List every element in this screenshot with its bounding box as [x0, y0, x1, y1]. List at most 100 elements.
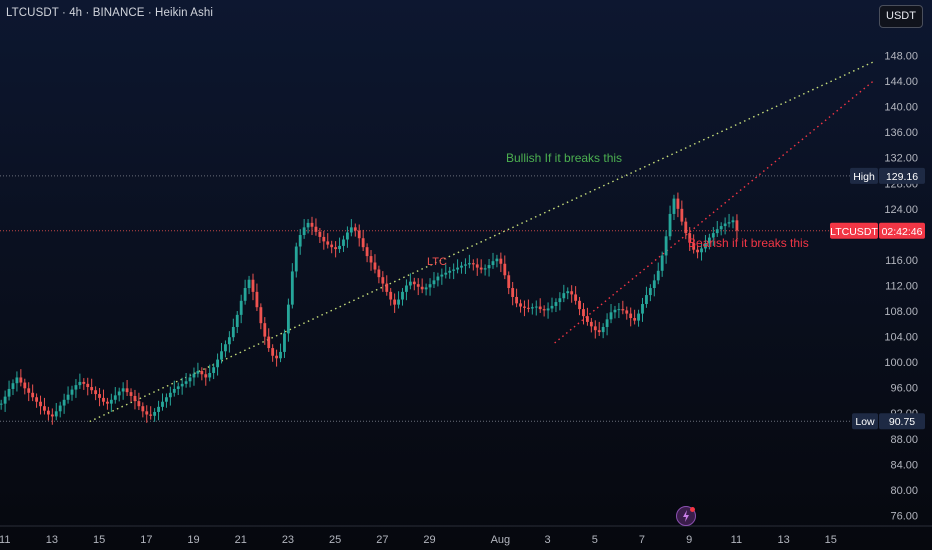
candle: [668, 205, 672, 241]
currency-button[interactable]: USDT: [879, 5, 923, 28]
candle-body: [357, 230, 361, 239]
candle-body: [204, 374, 208, 378]
candle-body: [475, 264, 479, 268]
candle-body: [255, 291, 259, 308]
candle: [121, 382, 125, 400]
candle: [137, 392, 141, 411]
candle-body: [322, 236, 326, 242]
candle: [294, 242, 298, 278]
candle: [401, 288, 404, 306]
candle-body: [141, 406, 145, 412]
candle-body: [318, 231, 322, 237]
candle: [251, 273, 255, 301]
candle-body: [117, 391, 121, 396]
last-badge: LTCUSDT 02:42:46: [830, 222, 925, 239]
candle: [54, 403, 58, 421]
candle: [168, 386, 172, 406]
candle-body: [129, 392, 133, 396]
candle-body: [78, 381, 82, 386]
candle: [78, 373, 82, 389]
candle-body: [546, 308, 550, 311]
candle: [574, 286, 578, 305]
candle-body: [719, 226, 723, 230]
candle-body: [102, 397, 105, 402]
candle: [570, 285, 574, 303]
candle-body: [613, 309, 617, 313]
candle: [302, 219, 306, 239]
candle-body: [660, 255, 664, 271]
trendlines: [89, 61, 874, 423]
price-tick-label: 132.00: [884, 153, 918, 165]
candle: [204, 368, 208, 386]
candle: [613, 305, 617, 319]
candle: [385, 275, 389, 296]
candle: [11, 379, 15, 396]
candle: [593, 320, 597, 339]
candle-body: [538, 306, 542, 310]
candle: [589, 318, 593, 333]
candle-body: [601, 327, 605, 333]
price-tick-label: 80.00: [890, 485, 918, 497]
candle: [255, 283, 259, 312]
candle-body: [570, 291, 574, 295]
candle-body: [578, 300, 581, 310]
candle-body: [680, 208, 684, 222]
candle: [43, 397, 46, 415]
candle-body: [408, 281, 412, 286]
candle: [50, 408, 54, 425]
candle-body: [668, 213, 672, 237]
price-tick-label: 112.00: [885, 280, 918, 292]
time-tick-label: 3: [545, 534, 551, 546]
candle: [172, 380, 176, 397]
candle: [436, 272, 440, 287]
candle: [408, 273, 412, 290]
candle: [196, 362, 200, 378]
bullish-annotation: Bullish If it breaks this: [506, 151, 623, 165]
candle: [586, 307, 589, 326]
candle-body: [558, 298, 562, 303]
candles: [0, 192, 739, 425]
price-tick-label: 104.00: [884, 332, 918, 344]
last-badge-label-box: [830, 222, 878, 239]
candle: [645, 286, 648, 308]
candle: [216, 353, 219, 376]
candle: [345, 226, 349, 248]
candle: [475, 258, 479, 276]
candle-body: [519, 303, 522, 307]
candle-body: [684, 221, 688, 234]
candle-body: [243, 288, 247, 301]
candle-body: [381, 277, 385, 284]
candle: [70, 385, 74, 401]
candle-body: [503, 263, 507, 276]
candle-body: [298, 235, 302, 247]
candle-body: [275, 355, 279, 359]
candle-body: [523, 306, 526, 308]
candle: [338, 237, 341, 253]
candle: [141, 402, 145, 418]
candle: [499, 252, 503, 273]
candle: [314, 218, 318, 236]
candle: [397, 291, 400, 309]
candle: [322, 230, 326, 250]
candle: [432, 272, 436, 289]
candle-body: [208, 372, 212, 378]
candle: [727, 213, 731, 228]
time-tick-label: 13: [777, 534, 789, 546]
price-tick-label: 116.00: [885, 255, 918, 267]
candle: [692, 234, 696, 254]
candle-body: [31, 392, 35, 398]
candle: [157, 400, 160, 421]
candle-body: [345, 232, 349, 240]
candle-body: [586, 316, 589, 322]
candle-body: [424, 287, 428, 290]
candle: [707, 233, 711, 250]
candle: [530, 303, 534, 315]
candle-body: [192, 373, 196, 378]
candle-body: [50, 414, 54, 417]
candle-body: [452, 269, 456, 271]
candle: [534, 300, 538, 316]
candle-body: [290, 271, 294, 305]
candle: [452, 263, 456, 280]
candle: [467, 254, 471, 269]
